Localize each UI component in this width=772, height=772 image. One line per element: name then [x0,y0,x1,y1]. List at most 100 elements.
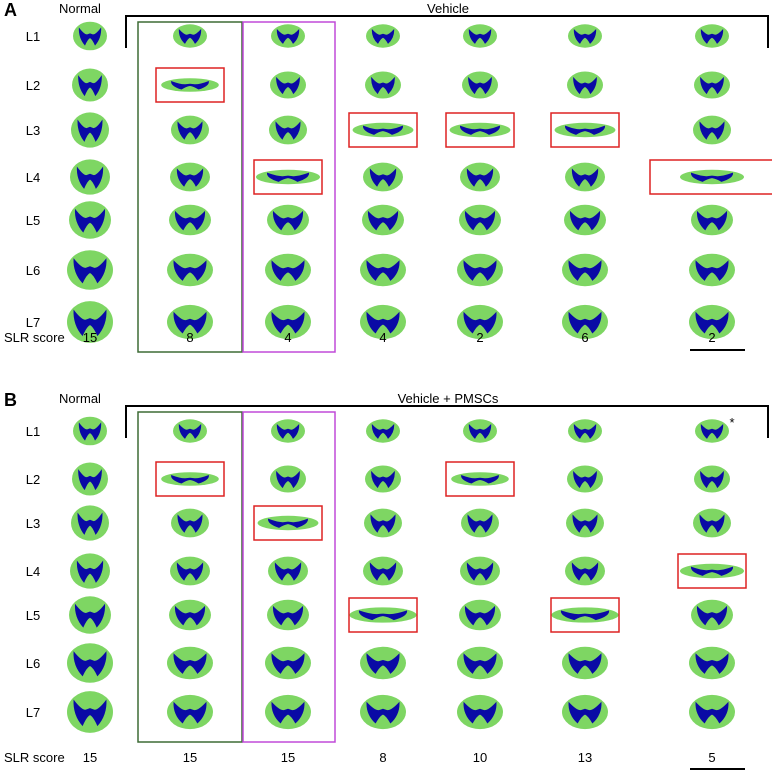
gray-matter-shape [695,653,729,674]
gray-matter-shape [367,210,399,231]
gray-matter-shape [173,701,207,724]
animal-score: 4 [379,330,386,345]
green-column-box [137,411,243,743]
level-label-l2: L2 [26,78,40,93]
gray-matter-shape [276,28,300,44]
gray-matter-shape [463,311,497,334]
gray-matter-shape [271,653,305,674]
group-label: Vehicle [427,1,469,16]
animal-score: 4 [284,330,291,345]
damage-highlight-box [155,461,225,497]
gray-matter-shape [463,701,497,724]
gray-matter-shape [460,125,500,135]
gray-matter-shape [695,701,729,724]
gray-matter-shape [468,76,492,95]
damage-highlight-box [649,159,772,195]
gray-matter-shape [699,121,725,140]
gray-matter-shape [690,566,734,576]
green-column-box [137,21,243,353]
gray-matter-shape [272,605,304,626]
gray-matter-shape [272,210,304,231]
magenta-column-box [242,411,336,743]
gray-matter-shape [573,76,597,95]
gray-matter-shape [468,423,492,439]
panel-letter: B [4,390,17,410]
damage-highlight-box [348,112,418,148]
normal-score: 15 [83,750,97,765]
gray-matter-shape [371,28,395,44]
gray-matter-shape [466,168,494,187]
gray-matter-shape [466,562,494,581]
gray-matter-shape [366,260,400,281]
gray-matter-shape [173,311,207,334]
gray-matter-shape [463,653,497,674]
gray-matter-shape [176,562,204,581]
gray-matter-shape [268,518,308,528]
gray-matter-shape [74,603,106,628]
animal-score: 13 [578,750,592,765]
gray-matter-shape [573,28,597,44]
animal-score: 5 [708,750,715,765]
gray-matter-shape [568,653,602,674]
gray-matter-shape [271,701,305,724]
panel-b: B Normal Vehicle + PMSCs L1 L2 L3 L4 L5 L6 L7 * SLR… [4,390,769,770]
gray-matter-shape [274,562,302,581]
gray-matter-shape [77,119,103,142]
gray-matter-shape [176,168,204,187]
level-label-l5: L5 [26,608,40,623]
gray-matter-shape [171,80,209,90]
asterisk-mark: * [729,415,734,430]
normal-label: Normal [59,1,101,16]
gray-matter-shape [78,27,102,46]
gray-matter-shape [568,701,602,724]
gray-matter-shape [690,172,734,182]
gray-matter-shape [74,208,106,233]
gray-matter-shape [695,311,729,334]
level-label-l7: L7 [26,315,40,330]
gray-matter-shape [565,125,605,135]
gray-matter-shape [366,311,400,334]
normal-label: Normal [59,391,101,406]
gray-matter-shape [463,260,497,281]
normal-score: 15 [83,330,97,345]
gray-matter-shape [573,470,597,489]
gray-matter-shape [461,474,499,484]
gray-matter-shape [275,121,301,140]
damage-highlight-box [445,112,515,148]
gray-matter-shape [573,423,597,439]
gray-matter-shape [464,605,496,626]
gray-matter-shape [467,514,493,533]
level-label-l3: L3 [26,516,40,531]
animal-score: 8 [379,750,386,765]
gray-matter-shape [700,76,724,95]
magenta-column-box [242,21,336,353]
gray-matter-shape [276,76,300,95]
animal-score: 8 [186,330,193,345]
damage-highlight-box [445,461,515,497]
gray-matter-shape [177,514,203,533]
gray-matter-shape [78,422,102,441]
gray-matter-shape [77,512,103,535]
gray-matter-shape [171,474,209,484]
damage-highlight-box [550,597,620,633]
gray-matter-shape [174,210,206,231]
group-label: Vehicle + PMSCs [398,391,499,406]
gray-matter-shape [695,260,729,281]
gray-matter-shape [276,423,300,439]
gray-matter-shape [370,514,396,533]
gray-matter-shape [276,470,300,489]
gray-matter-shape [363,125,403,135]
gray-matter-shape [371,470,395,489]
gray-matter-shape [371,76,395,95]
level-label-l6: L6 [26,263,40,278]
slr-score-label: SLR score [4,750,65,765]
level-label-l2: L2 [26,472,40,487]
level-label-l6: L6 [26,656,40,671]
gray-matter-shape [266,172,310,182]
gray-matter-shape [76,166,104,189]
animal-score: 6 [581,330,588,345]
gray-matter-shape [76,560,104,583]
gray-matter-shape [73,309,107,337]
gray-matter-shape [173,260,207,281]
